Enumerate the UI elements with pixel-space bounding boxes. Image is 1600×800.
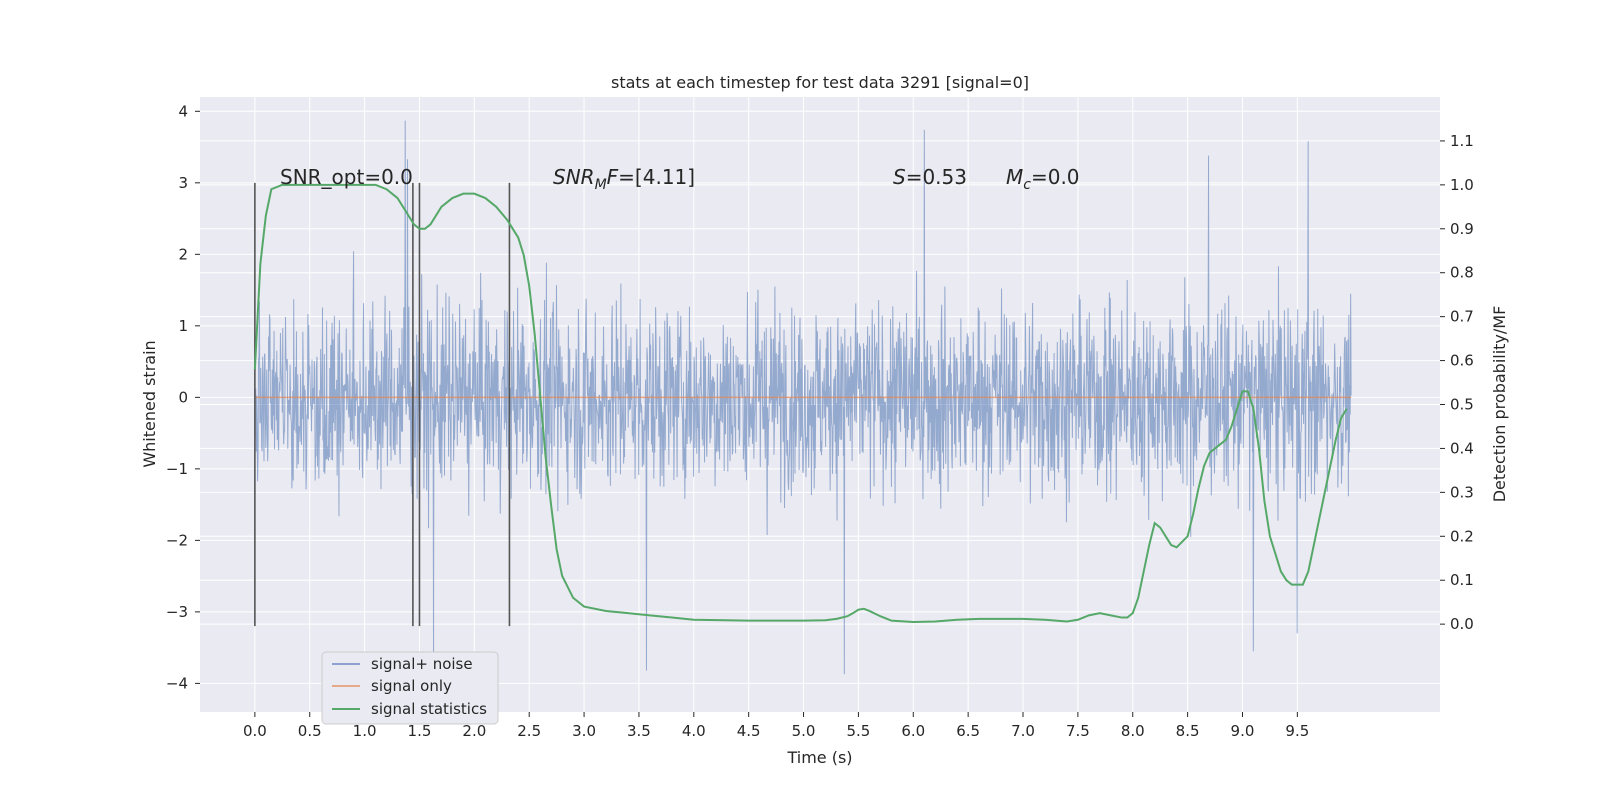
- y-tick-label: −4: [166, 674, 188, 692]
- noise-series: [254, 120, 1352, 675]
- x-tick-label: 8.0: [1121, 722, 1145, 740]
- x-tick-label: 6.0: [901, 722, 925, 740]
- x-tick-label: 5.0: [792, 722, 816, 740]
- x-tick-label: 5.5: [846, 722, 870, 740]
- y2-axis-label: Detection probability/MF: [1490, 306, 1509, 503]
- annotation-s: S=0.53: [893, 165, 967, 189]
- annotation-snr-mf: SNRMF=[4.11]: [553, 165, 695, 193]
- x-tick-label: 7.0: [1011, 722, 1035, 740]
- x-axis-label: Time (s): [786, 748, 852, 767]
- x-tick-label: 1.0: [353, 722, 377, 740]
- y-axis-ticks: 4 3 2 1 0 −1 −2 −3 −4: [166, 102, 200, 692]
- y2-tick-label: 0.0: [1450, 615, 1474, 633]
- y-tick-label: 0: [178, 388, 188, 406]
- y-tick-label: −2: [166, 531, 188, 549]
- x-tick-label: 6.5: [956, 722, 980, 740]
- y2-tick-label: 0.2: [1450, 527, 1474, 545]
- y2-tick-label: 0.8: [1450, 264, 1474, 282]
- x-tick-label: 0.0: [243, 722, 267, 740]
- x-tick-label: 0.5: [298, 722, 322, 740]
- x-tick-label: 9.5: [1285, 722, 1309, 740]
- annotation-snr-opt: SNR_opt=0.0: [280, 165, 413, 189]
- y2-tick-label: 0.3: [1450, 483, 1474, 501]
- vertical-markers: [254, 182, 511, 627]
- x-tick-label: 3.5: [627, 722, 651, 740]
- x-tick-label: 8.5: [1176, 722, 1200, 740]
- legend-label-noise: signal+ noise: [371, 655, 473, 673]
- stats-line: [253, 183, 1348, 623]
- x-tick-label: 4.5: [737, 722, 761, 740]
- y2-tick-label: 0.4: [1450, 439, 1474, 457]
- noise-line: [254, 120, 1352, 675]
- annotation-mc: Mc=0.0: [1006, 165, 1080, 193]
- annotations: SNR_opt=0.0 SNRMF=[4.11] S=0.53 Mc=0.0: [280, 165, 1080, 193]
- y-tick-label: 1: [178, 317, 188, 335]
- y2-tick-label: 1.1: [1450, 132, 1474, 150]
- x-tick-label: 2.5: [517, 722, 541, 740]
- x-tick-label: 7.5: [1066, 722, 1090, 740]
- legend-label-stats: signal statistics: [371, 700, 487, 718]
- y-tick-label: −1: [166, 460, 188, 478]
- y2-tick-label: 0.5: [1450, 396, 1474, 414]
- x-axis-ticks: 0.0 0.5 1.0 1.5 2.0 2.5 3.0 3.5 4.0 4.5 5.0 5.5 6.0 6…: [243, 712, 1309, 740]
- y-tick-label: 4: [178, 102, 188, 120]
- chart-title: stats at each timestep for test data 329…: [611, 73, 1029, 92]
- legend-box: [321, 651, 499, 725]
- y2-axis-ticks: 1.1 1.0 0.9 0.8 0.7 0.6 0.5 0.4 0.3 0.2 0.1 0.0: [1440, 132, 1474, 633]
- y-tick-label: −3: [166, 603, 188, 621]
- x-tick-label: 4.0: [682, 722, 706, 740]
- legend: signal+ noise signal only signal statist…: [321, 651, 499, 725]
- stats-series: [253, 183, 1348, 623]
- y2-tick-label: 0.9: [1450, 220, 1474, 238]
- y2-tick-label: 0.1: [1450, 571, 1474, 589]
- y-axis-label: Whitened strain: [140, 340, 159, 467]
- x-tick-label: 9.0: [1231, 722, 1255, 740]
- x-tick-label: 2.0: [462, 722, 486, 740]
- y-tick-label: 2: [178, 245, 188, 263]
- y2-tick-label: 1.0: [1450, 176, 1474, 194]
- legend-label-signal: signal only: [371, 677, 452, 695]
- x-tick-label: 1.5: [408, 722, 432, 740]
- y-tick-label: 3: [178, 174, 188, 192]
- y2-tick-label: 0.7: [1450, 308, 1474, 326]
- x-tick-label: 3.0: [572, 722, 596, 740]
- y2-tick-label: 0.6: [1450, 352, 1474, 370]
